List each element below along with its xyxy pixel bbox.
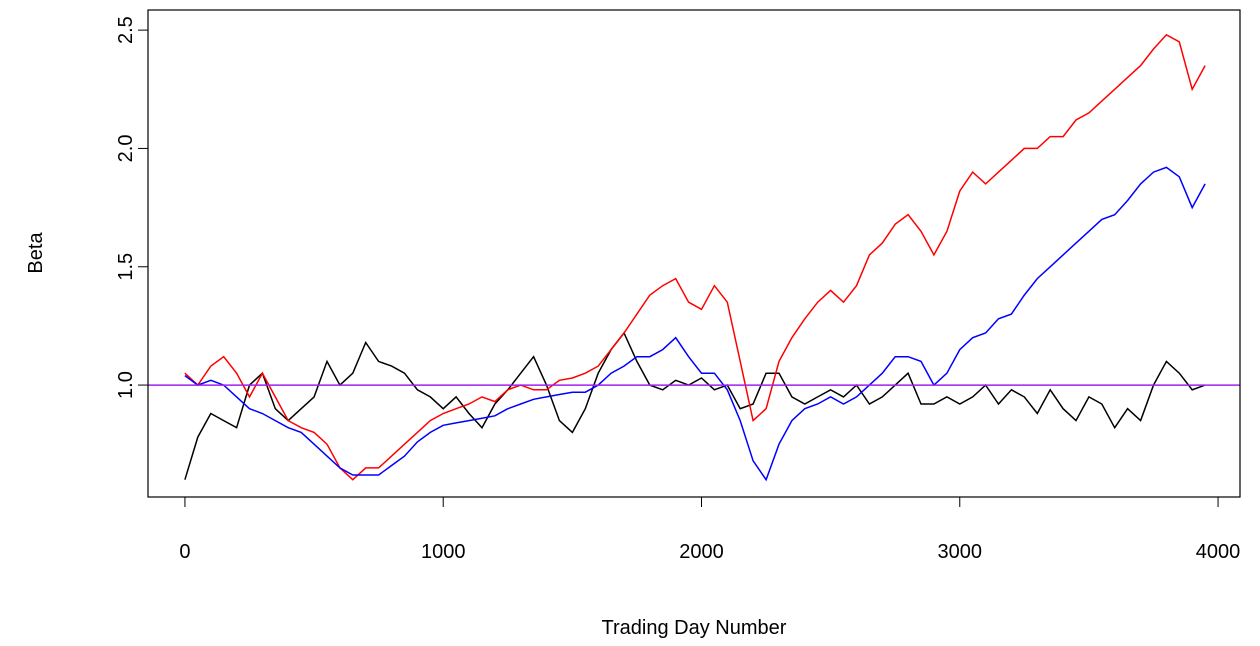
data-line [184, 166, 1206, 482]
y-tick-label: 2.5 [115, 16, 137, 44]
x-tick-label: 1000 [421, 541, 466, 563]
y-tick-label: 1.0 [115, 371, 137, 399]
x-tick-label: 2000 [679, 541, 724, 563]
y-tick-label: 1.5 [115, 253, 137, 281]
x-tick-label: 3000 [938, 541, 983, 563]
y-tick-label: 2.0 [115, 135, 137, 163]
x-tick-label: 0 [179, 541, 190, 563]
x-tick-label: 4000 [1196, 541, 1241, 563]
x-axis-label: Trading Day Number [602, 617, 787, 639]
plot-frame [147, 9, 1241, 498]
data-line [184, 33, 1206, 481]
data-line [184, 331, 1206, 480]
y-axis-label: Beta [25, 232, 47, 274]
